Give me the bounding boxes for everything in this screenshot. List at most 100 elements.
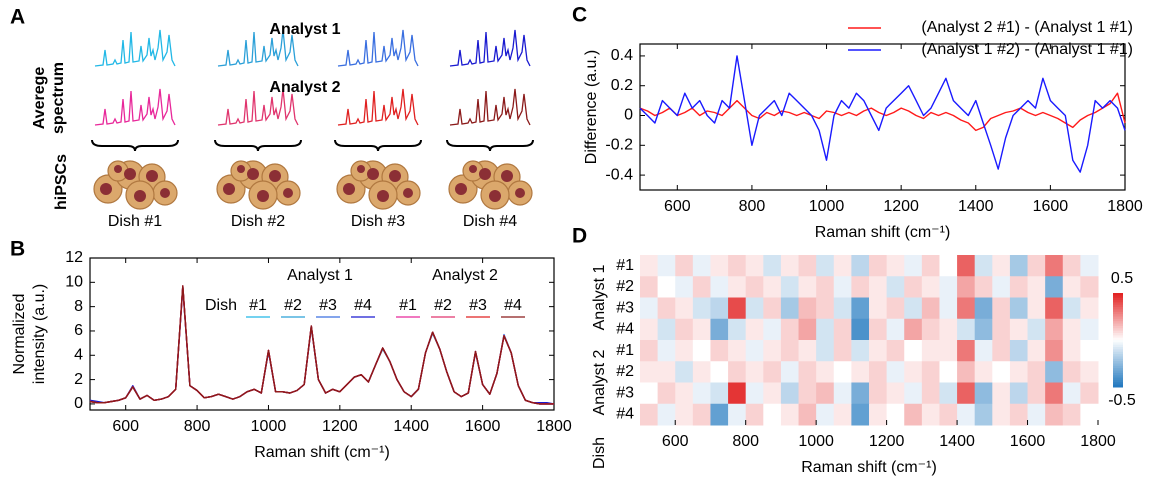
heat-cell xyxy=(1027,361,1046,383)
heat-cell xyxy=(1080,403,1099,426)
colorbar-step xyxy=(1113,330,1123,334)
y-tick-label: 0 xyxy=(624,107,633,124)
heat-cell xyxy=(869,403,888,426)
x-tick-label: 800 xyxy=(739,198,766,215)
row-label: Analyst 2 xyxy=(269,79,340,96)
heat-cell xyxy=(763,403,782,426)
heat-cell xyxy=(675,361,694,383)
colorbar-step xyxy=(1113,328,1123,332)
heat-cell xyxy=(1045,382,1064,405)
heat-cell xyxy=(780,361,800,383)
x-tick-label: 1600 xyxy=(465,418,501,435)
heat-cell xyxy=(957,297,976,320)
heat-cell xyxy=(1080,297,1099,320)
series-line xyxy=(639,55,1126,173)
colorbar-step xyxy=(1113,323,1123,327)
legend-label: #3 xyxy=(319,297,337,314)
heat-cell xyxy=(939,403,958,426)
heat-cell xyxy=(1009,382,1029,405)
heat-cell xyxy=(1009,297,1029,320)
heat-cell xyxy=(798,403,817,426)
heat-cell xyxy=(798,361,817,383)
heat-cell xyxy=(833,340,852,362)
heat-cell xyxy=(1027,297,1046,320)
colorbar-step xyxy=(1113,316,1123,320)
colorbar-step xyxy=(1113,365,1123,369)
colorbar-step xyxy=(1113,311,1123,315)
brace xyxy=(91,139,179,152)
panel-label: C xyxy=(572,4,587,27)
heat-cell xyxy=(816,297,835,320)
heat-cell xyxy=(1009,340,1029,362)
heat-cell xyxy=(1009,276,1029,298)
heat-cell xyxy=(675,340,694,362)
heat-cell xyxy=(1027,276,1046,298)
heat-cell xyxy=(992,403,1011,426)
heat-cell xyxy=(851,340,870,362)
heat-cell xyxy=(1080,382,1099,405)
colorbar-step xyxy=(1113,363,1123,367)
heat-cell xyxy=(1009,318,1029,341)
heat-cell xyxy=(851,403,870,426)
x-axis-label: Raman shift (cm⁻¹) xyxy=(801,459,937,476)
heat-cell xyxy=(692,255,711,277)
heat-cell xyxy=(992,297,1011,320)
dish-label: Dish #3 xyxy=(351,213,405,230)
heat-cell xyxy=(657,255,676,277)
heat-cell xyxy=(780,340,800,362)
heat-cell xyxy=(939,255,958,277)
colorbar-step xyxy=(1113,347,1123,350)
heat-cell xyxy=(886,297,905,320)
series-line xyxy=(89,285,554,405)
heat-cell xyxy=(692,276,711,298)
row-label: #4 xyxy=(616,321,634,338)
cell-cluster xyxy=(216,160,301,210)
heat-cell xyxy=(675,382,694,405)
x-tick-label: 1600 xyxy=(1033,198,1069,215)
heat-cell xyxy=(657,382,676,405)
plot-frame xyxy=(639,43,1126,191)
cell-cluster xyxy=(448,160,533,210)
heat-cell xyxy=(780,403,800,426)
heat-cell xyxy=(886,403,905,426)
heat-cell xyxy=(710,318,729,341)
heat-cell xyxy=(921,382,940,405)
heat-cell xyxy=(921,276,940,298)
mini-spectrum xyxy=(337,88,419,126)
heat-cell xyxy=(640,276,659,298)
panel-label: A xyxy=(10,6,25,29)
y-tick-label: 4 xyxy=(74,346,83,363)
heat-cell xyxy=(1062,340,1081,362)
heat-cell xyxy=(974,403,993,426)
brace xyxy=(334,139,422,152)
colorbar-step xyxy=(1113,297,1123,301)
heat-cell xyxy=(745,255,764,277)
heat-cell xyxy=(939,340,958,362)
colorbar-step xyxy=(1113,309,1123,313)
heat-cell xyxy=(728,255,747,277)
heat-cell xyxy=(851,361,870,383)
heat-cell xyxy=(939,382,958,405)
heat-cell xyxy=(657,403,676,426)
heat-cell xyxy=(745,403,764,426)
heat-cell xyxy=(710,340,729,362)
heat-cell xyxy=(710,382,729,405)
heat-cell xyxy=(833,297,852,320)
heat-cell xyxy=(921,361,940,383)
heat-cell xyxy=(692,403,711,426)
brace xyxy=(214,139,302,152)
heat-cell xyxy=(974,297,993,320)
heat-cell xyxy=(780,382,800,405)
heat-cell xyxy=(869,318,888,341)
x-tick-label: 1400 xyxy=(958,198,994,215)
row-title: spectrum xyxy=(50,62,67,134)
heat-cell xyxy=(710,297,729,320)
legend-label: #1 xyxy=(249,297,267,314)
heat-cell xyxy=(833,382,852,405)
legend-label: #2 xyxy=(284,297,302,314)
legend-label: (Analyst 1 #2) - (Analyst 1 #1) xyxy=(921,41,1133,58)
y-axis-label: intensity (a.u.) xyxy=(31,284,48,384)
colorbar-step xyxy=(1113,342,1123,346)
legend-label: #4 xyxy=(504,297,522,314)
colorbar-label: 0.5 xyxy=(1111,270,1133,287)
